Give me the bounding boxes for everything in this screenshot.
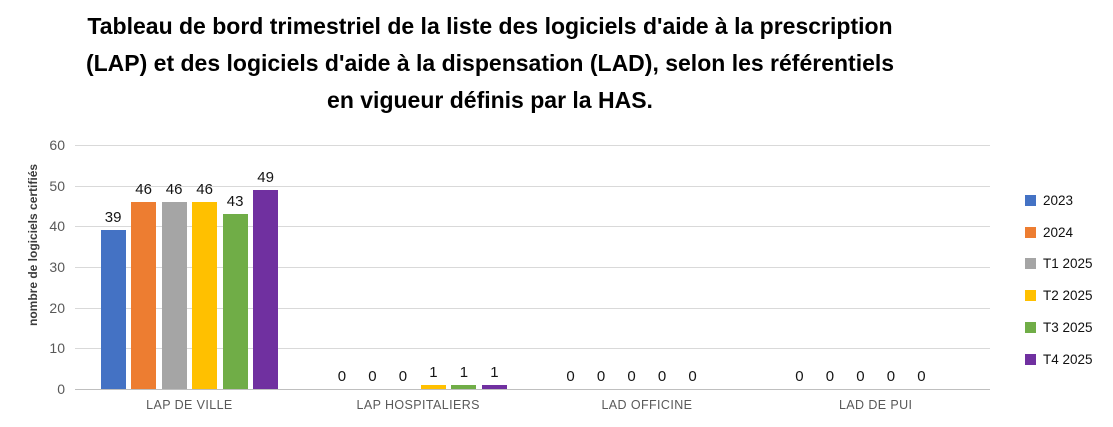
- y-gridline: [75, 185, 990, 187]
- legend-item: 2023: [1025, 193, 1073, 208]
- bar: [131, 201, 157, 389]
- bar: [222, 214, 248, 389]
- bar-value-label: 1: [459, 363, 469, 381]
- y-tick-label: 40: [49, 218, 65, 235]
- legend-swatch: [1025, 321, 1036, 333]
- y-gridline: [75, 267, 990, 268]
- y-gridline: [75, 348, 990, 350]
- bar-value-label: 1: [490, 363, 499, 381]
- bar-value-label: 46: [196, 180, 213, 198]
- legend-label: T2 2025: [1043, 288, 1093, 304]
- legend-item: T1 2025: [1025, 256, 1093, 271]
- x-category-label: LAD DE PUI: [838, 398, 913, 412]
- x-category-label: LAP DE VILLE: [146, 398, 233, 412]
- legend-swatch: [1025, 195, 1036, 206]
- bar-value-label: 0: [566, 368, 575, 385]
- bar-value-label: 0: [657, 368, 667, 385]
- bar-value-label: 0: [368, 368, 377, 385]
- legend-label: 2023: [1043, 193, 1074, 208]
- bar: [253, 189, 279, 389]
- y-tick-label: 60: [49, 137, 65, 153]
- legend-item: T4 2025: [1025, 352, 1093, 367]
- legend-swatch: [1025, 353, 1036, 365]
- x-axis-line: [75, 389, 990, 390]
- bar-value-label: 46: [135, 180, 152, 198]
- bar-value-label: 0: [688, 368, 697, 385]
- x-category-label: LAP HOSPITALIERS: [356, 398, 480, 412]
- bar-value-label: 0: [856, 368, 865, 385]
- legend-label: T3 2025: [1043, 319, 1093, 335]
- bar: [451, 384, 477, 389]
- y-tick-label: 0: [57, 381, 65, 397]
- bar-value-label: 0: [886, 368, 896, 385]
- y-tick-label: 30: [49, 259, 65, 275]
- y-tick-label: 10: [49, 340, 65, 357]
- x-category-label: LAD OFFICINE: [601, 398, 693, 412]
- y-gridline: [75, 226, 990, 228]
- bar: [481, 384, 507, 389]
- legend-item: T2 2025: [1025, 288, 1093, 303]
- bar: [161, 201, 187, 389]
- legend-swatch: [1025, 258, 1036, 270]
- bar-value-label: 43: [226, 193, 244, 211]
- bar-value-label: 0: [398, 368, 408, 385]
- bar-value-label: 0: [596, 368, 606, 385]
- legend-label: T4 2025: [1043, 351, 1093, 367]
- bar-value-label: 49: [257, 168, 274, 186]
- y-tick-label: 20: [49, 299, 65, 316]
- bar-value-label: 0: [825, 368, 835, 385]
- y-gridline: [75, 145, 990, 146]
- legend-swatch: [1025, 290, 1036, 302]
- bar-value-label: 0: [337, 368, 347, 385]
- chart-title: Tableau de bord trimestriel de la liste …: [85, 13, 895, 113]
- bar-value-label: 39: [104, 209, 122, 227]
- y-gridline: [75, 307, 990, 309]
- legend-item: 2024: [1025, 225, 1073, 240]
- legend-item: T3 2025: [1025, 320, 1093, 335]
- bar: [100, 230, 126, 389]
- legend-label: T1 2025: [1043, 256, 1093, 272]
- bar-value-label: 0: [917, 368, 926, 385]
- bar-value-label: 0: [795, 368, 804, 385]
- y-tick-label: 50: [49, 177, 65, 194]
- legend-label: 2024: [1043, 224, 1074, 240]
- bar: [192, 201, 218, 389]
- legend-swatch: [1025, 226, 1036, 238]
- bar-value-label: 0: [627, 368, 636, 385]
- bar-value-label: 1: [429, 363, 438, 381]
- bar: [420, 384, 446, 389]
- bar-value-label: 46: [165, 180, 183, 198]
